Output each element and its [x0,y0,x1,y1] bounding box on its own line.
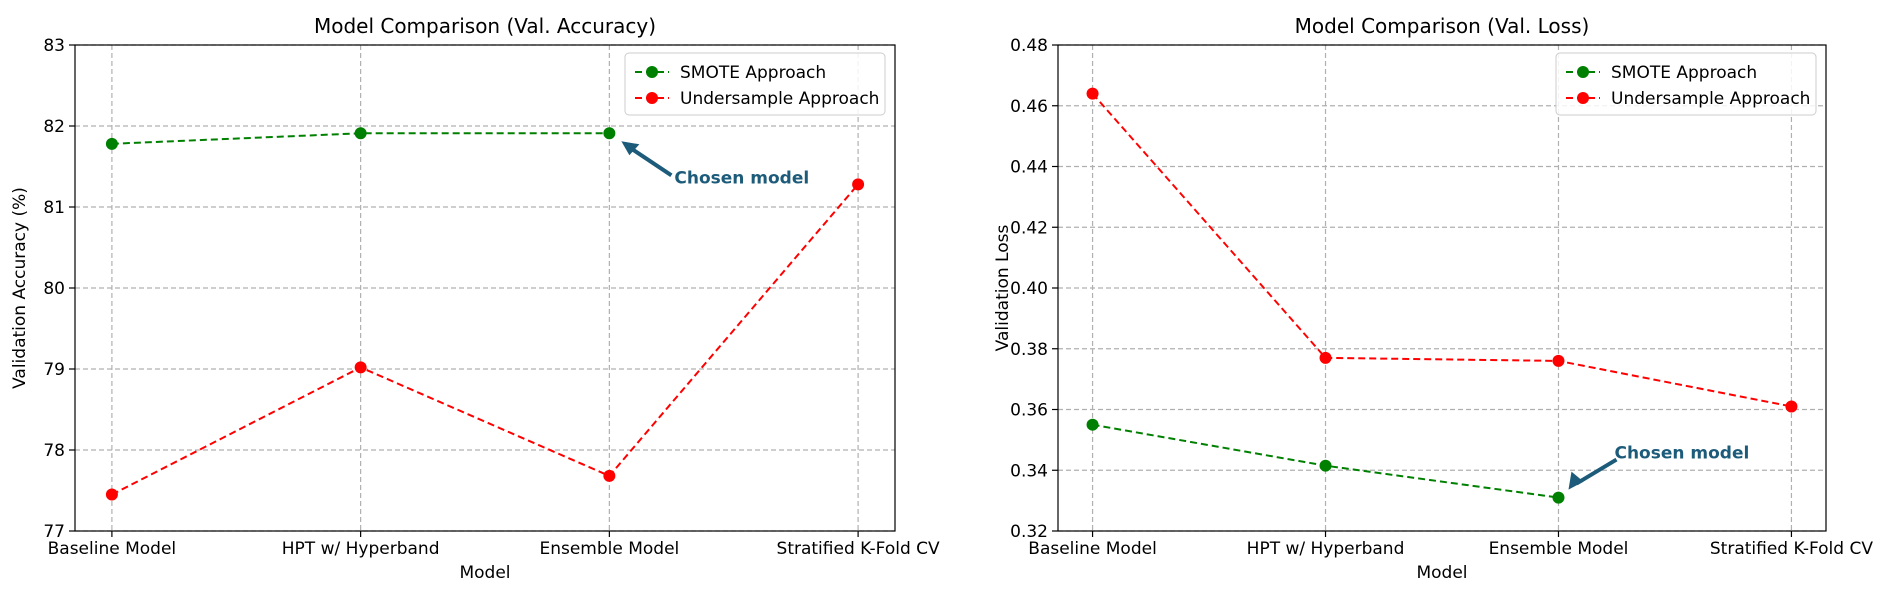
legend-label: SMOTE Approach [680,63,826,83]
legend-label: Undersample Approach [1611,89,1810,109]
chart-title: Model Comparison (Val. Loss) [1295,14,1590,38]
y-tick-label: 82 [43,117,65,137]
data-point [1319,459,1332,472]
y-tick-label: 0.38 [1010,340,1048,360]
accuracy-chart: 77 78 79 80 81 82 83 Baseline Model HPT w/ Hyper… [10,14,940,583]
y-tick-label: 0.32 [1010,522,1048,542]
y-tick-label: 77 [43,522,65,542]
y-tick-label: 0.46 [1010,97,1048,117]
legend-swatch-marker [1577,92,1589,104]
y-tick-label: 0.34 [1010,461,1048,481]
legend-swatch-marker [1577,66,1589,78]
data-point [105,137,118,150]
chart-title: Model Comparison (Val. Accuracy) [314,14,656,38]
data-point [1552,354,1565,367]
x-tick-label: HPT w/ Hyperband [1247,539,1405,559]
data-point [1552,491,1565,504]
series-line [1091,92,1792,408]
legend-box [1555,52,1817,116]
data-point [1319,351,1332,364]
data-point [354,127,367,140]
data-point [354,361,367,374]
legend-label: Undersample Approach [680,89,879,109]
data-point [603,127,616,140]
annotation-arrow-shaft [628,145,673,177]
y-axis-title: Validation Loss [993,225,1013,352]
data-point [105,488,118,501]
x-tick-label: HPT w/ Hyperband [282,539,440,559]
legend-swatch-marker [646,92,658,104]
x-tick-label: Ensemble Model [539,539,679,559]
annotation-arrow-shaft [1575,457,1618,486]
y-tick-label: 78 [43,441,65,461]
legend: SMOTE Approach Undersample Approach [624,52,886,116]
legend-box [624,52,886,116]
loss-chart: 0.32 0.34 0.36 0.38 0.40 0.42 0.44 0.46 0.48 Base… [993,14,1873,583]
y-tick-label: 0.48 [1010,36,1048,56]
x-tick-label: Stratified K-Fold CV [777,539,940,559]
annotation-text: Chosen model [1614,444,1749,464]
annotation-arrowhead [621,141,640,156]
y-tick-label: 0.40 [1010,279,1048,299]
legend: SMOTE Approach Undersample Approach [1555,52,1817,116]
x-axis-title: Model [459,563,510,583]
y-tick-label: 0.42 [1010,218,1048,238]
y-tick-label: 79 [43,360,65,380]
data-point [1086,87,1099,100]
x-tick-label: Baseline Model [1028,539,1157,559]
annotation-arrowhead [1568,471,1584,490]
legend-label: SMOTE Approach [1611,63,1757,83]
x-tick-label: Baseline Model [48,539,177,559]
legend-swatch-marker [646,66,658,78]
y-tick-label: 80 [43,279,65,299]
y-tick-label: 83 [43,36,65,56]
y-tick-label: 0.44 [1010,158,1048,178]
data-point [603,469,616,482]
series-line [111,183,859,496]
data-point [1086,418,1099,431]
x-tick-label: Ensemble Model [1489,539,1629,559]
x-axis-title: Model [1416,563,1467,583]
annotation-text: Chosen model [674,168,809,188]
y-tick-label: 81 [43,198,65,218]
y-tick-label: 0.36 [1010,401,1048,421]
data-point [1785,400,1798,413]
x-tick-label: Stratified K-Fold CV [1710,539,1873,559]
y-axis-title: Validation Accuracy (%) [10,187,30,389]
data-point [852,178,865,191]
